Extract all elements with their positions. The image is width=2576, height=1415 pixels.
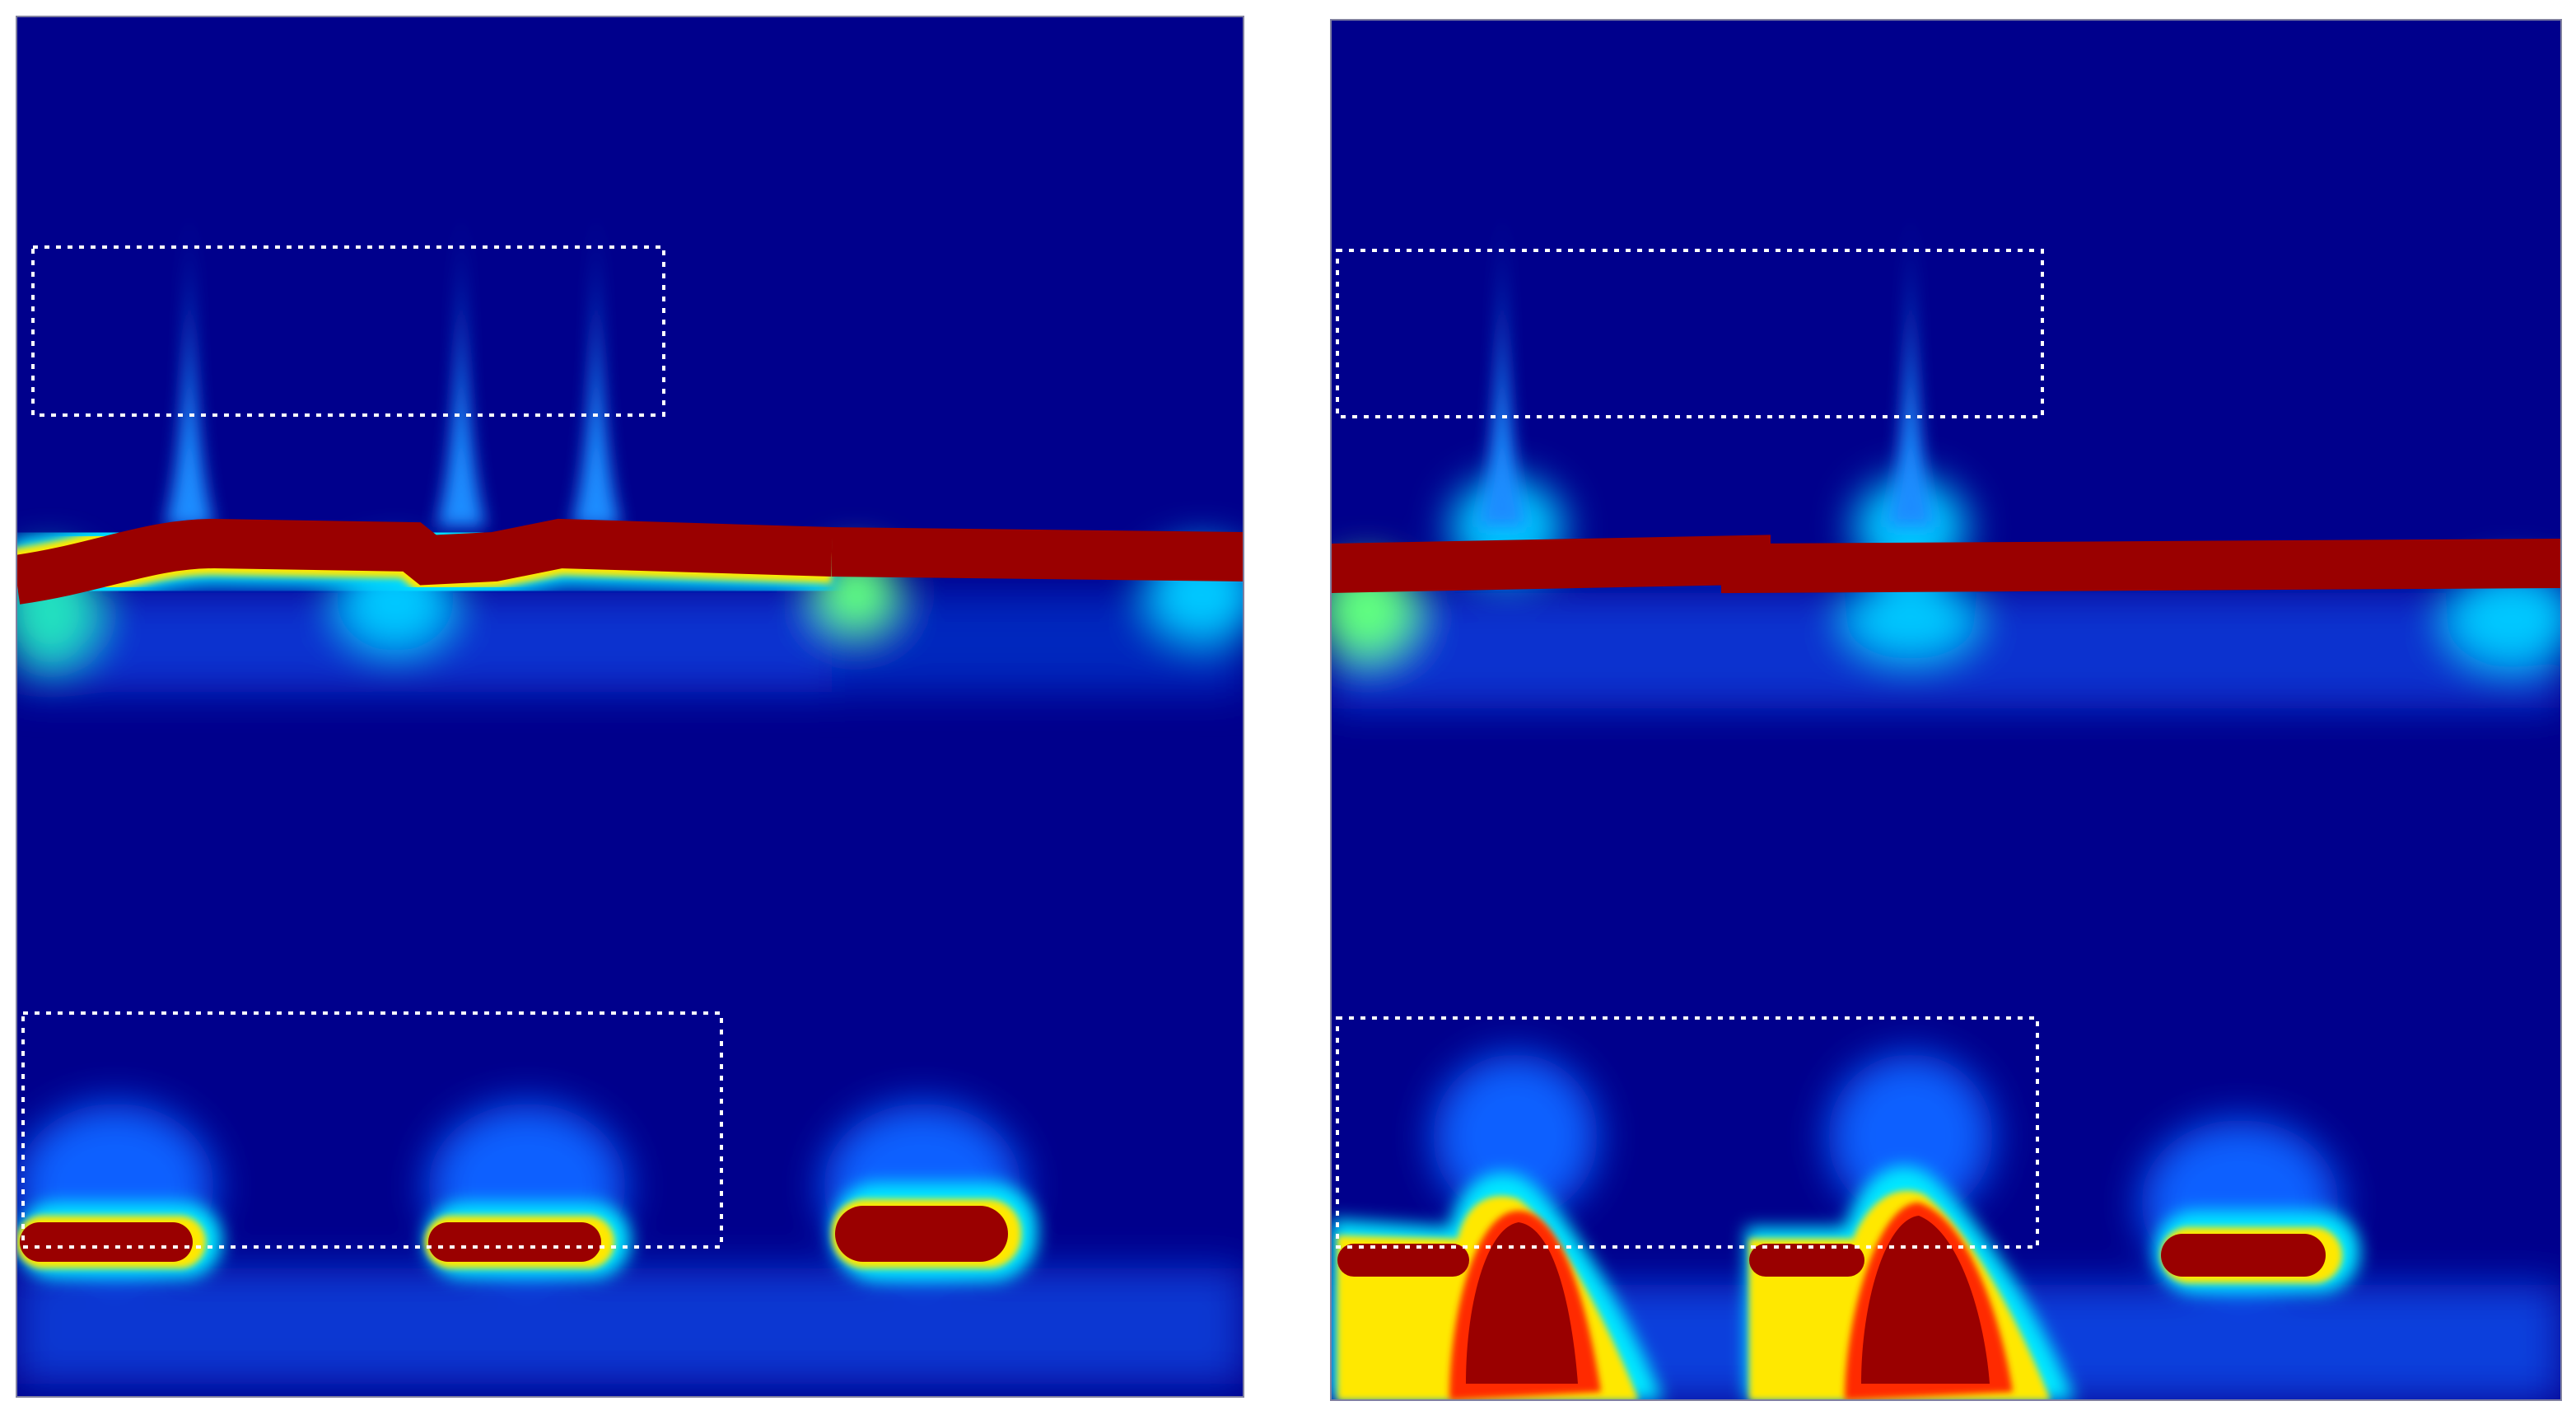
bottom-blobs: [1331, 1054, 2561, 1400]
band: [16, 502, 1244, 621]
left-panel: [16, 16, 1244, 1397]
spikes: [53, 66, 621, 527]
dotted-box: [31, 245, 665, 417]
panel-border: [16, 16, 1244, 1398]
dotted-box: [21, 1011, 723, 1249]
band: [1331, 517, 2561, 610]
right-panel: [1331, 20, 2561, 1400]
panel-border: [1330, 19, 2562, 1401]
dotted-box: [1336, 249, 2044, 418]
dotted-box: [1336, 1016, 2039, 1249]
spikes: [1477, 66, 2322, 527]
bottom-blobs: [16, 1104, 1244, 1384]
